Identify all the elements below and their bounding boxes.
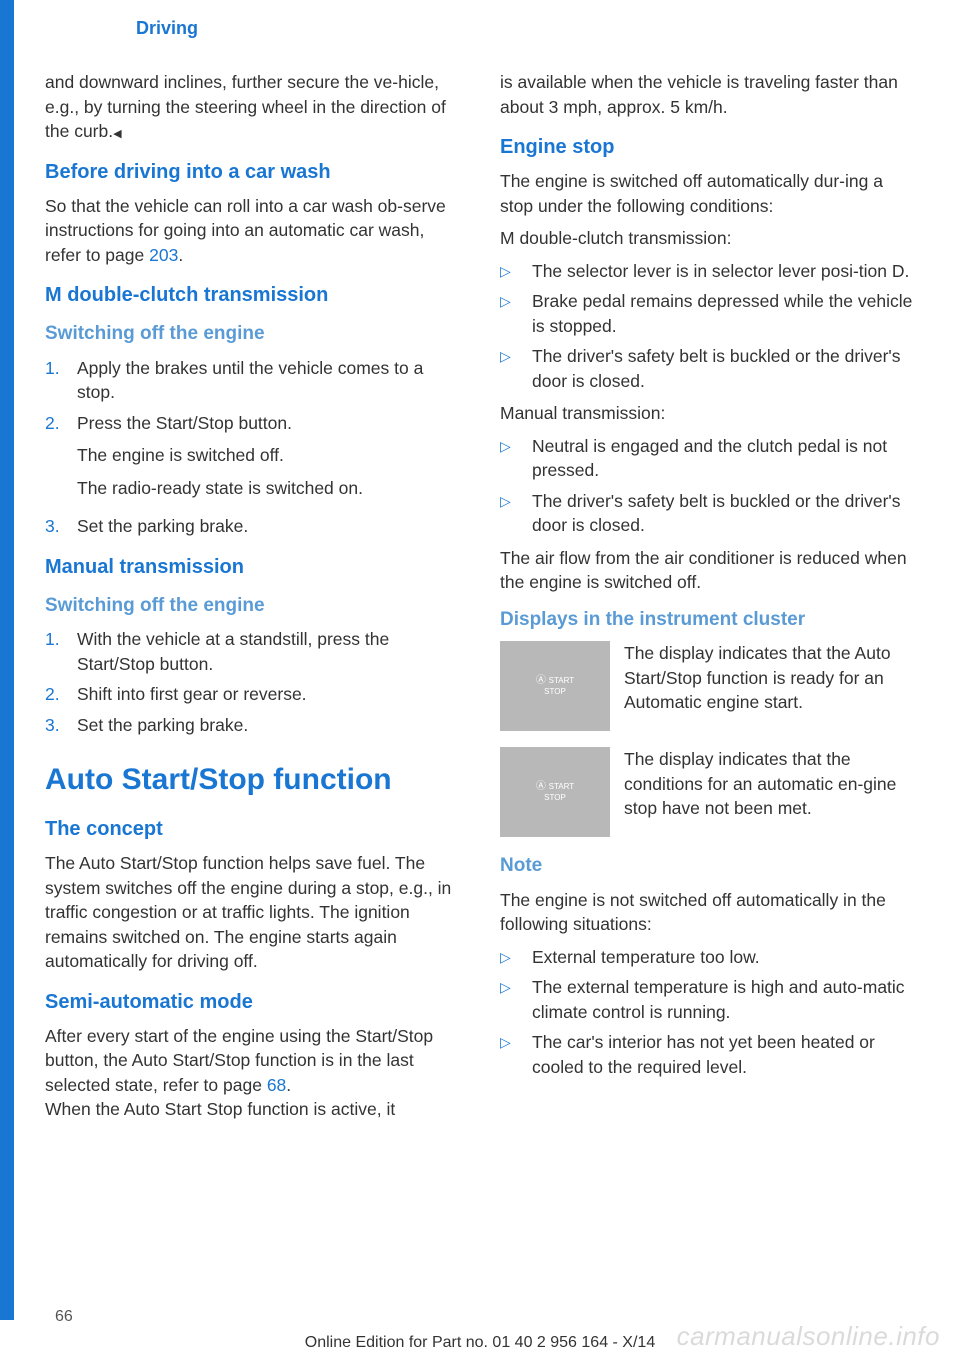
air-flow-para: The air flow from the air conditioner is… — [500, 546, 915, 595]
list-item: ▷ External temperature too low. — [500, 945, 915, 970]
m-dct-label: M double-clutch transmission: — [500, 226, 915, 251]
semi-auto-text-b: . — [286, 1075, 291, 1095]
list-text-b: The engine is switched off. — [77, 443, 460, 468]
list-number: 3. — [45, 713, 77, 738]
list-text: The driver's safety belt is buckled or t… — [532, 344, 915, 393]
display-text-1: The display indicates that the Auto Star… — [624, 641, 915, 731]
manual-label: Manual transmission: — [500, 401, 915, 426]
list-item: 1. With the vehicle at a standstill, pre… — [45, 627, 460, 676]
semi-auto-text-a: After every start of the engine using th… — [45, 1026, 433, 1095]
intro-para: and downward inclines, further secure th… — [45, 70, 460, 144]
content-area: and downward inclines, further secure th… — [45, 70, 915, 1130]
list-number: 2. — [45, 411, 77, 509]
list-text-c: The radio-ready state is switched on. — [77, 476, 460, 501]
triangle-bullet-icon: ▷ — [500, 289, 532, 338]
list-item: ▷ The external temperature is high and a… — [500, 975, 915, 1024]
subheading-switch-off-1: Switching off the engine — [45, 321, 460, 348]
end-arrow-icon — [113, 121, 121, 141]
note-para: The engine is not switched off automatic… — [500, 888, 915, 937]
list-text: Set the parking brake. — [77, 514, 460, 539]
list-text: With the vehicle at a standstill, press … — [77, 627, 460, 676]
list-number: 2. — [45, 682, 77, 707]
page-link-68[interactable]: 68 — [267, 1075, 286, 1095]
list-item: 3. Set the parking brake. — [45, 514, 460, 539]
list-item: 2. Shift into first gear or reverse. — [45, 682, 460, 707]
display-row-2: Ⓐ STARTSTOP The display indicates that t… — [500, 747, 915, 837]
heading-manual-trans: Manual transmission — [45, 553, 460, 581]
heading-note: Note — [500, 853, 915, 880]
triangle-bullet-icon: ▷ — [500, 1030, 532, 1079]
list-item: ▷ Brake pedal remains depressed while th… — [500, 289, 915, 338]
watermark: carmanualsonline.info — [677, 1321, 940, 1352]
header-section: Driving — [136, 18, 198, 38]
list-item: ▷ The driver's safety belt is buckled or… — [500, 489, 915, 538]
list-item: 3. Set the parking brake. — [45, 713, 460, 738]
list-item: 1. Apply the brakes until the vehicle co… — [45, 356, 460, 405]
list-text: The car's interior has not yet been heat… — [532, 1030, 915, 1079]
triangle-bullet-icon: ▷ — [500, 259, 532, 284]
heading-displays: Displays in the instrument cluster — [500, 607, 915, 634]
triangle-bullet-icon: ▷ — [500, 489, 532, 538]
semi-auto-text-c: When the Auto Start Stop function is act… — [45, 1097, 460, 1122]
list-text: Neutral is engaged and the clutch pedal … — [532, 434, 915, 483]
list-text: The selector lever is in selector lever … — [532, 259, 915, 284]
concept-para: The Auto Start/Stop function helps save … — [45, 851, 460, 974]
left-column: and downward inclines, further secure th… — [45, 70, 460, 1130]
list-text: The external temperature is high and aut… — [532, 975, 915, 1024]
list-item: ▷ The selector lever is in selector leve… — [500, 259, 915, 284]
start-stop-ready-icon: Ⓐ STARTSTOP — [500, 641, 610, 731]
car-wash-para: So that the vehicle can roll into a car … — [45, 194, 460, 268]
list-text: Shift into first gear or reverse. — [77, 682, 460, 707]
intro-para-2: is available when the vehicle is traveli… — [500, 70, 915, 119]
list-text-a: Press the Start/Stop button. — [77, 411, 460, 436]
list-text: Brake pedal remains depressed while the … — [532, 289, 915, 338]
list-item: 2. Press the Start/Stop button. The engi… — [45, 411, 460, 509]
start-stop-notready-icon: Ⓐ STARTSTOP — [500, 747, 610, 837]
subheading-switch-off-2: Switching off the engine — [45, 593, 460, 620]
heading-semi-auto: Semi-automatic mode — [45, 988, 460, 1016]
display-text-2: The display indicates that the condition… — [624, 747, 915, 837]
list-item: ▷ The driver's safety belt is buckled or… — [500, 344, 915, 393]
heading-car-wash: Before driving into a car wash — [45, 158, 460, 186]
engine-stop-para: The engine is switched off automatically… — [500, 169, 915, 218]
list-text: Set the parking brake. — [77, 713, 460, 738]
left-stripe — [0, 0, 14, 1320]
list-item: ▷ The car's interior has not yet been he… — [500, 1030, 915, 1079]
right-column: is available when the vehicle is traveli… — [500, 70, 915, 1130]
triangle-bullet-icon: ▷ — [500, 975, 532, 1024]
heading-auto-start-stop: Auto Start/Stop function — [45, 759, 460, 801]
heading-m-dct: M double-clutch transmission — [45, 281, 460, 309]
list-text: Apply the brakes until the vehicle comes… — [77, 356, 460, 405]
list-number: 1. — [45, 356, 77, 405]
page-header: Controls Driving — [45, 18, 198, 39]
triangle-bullet-icon: ▷ — [500, 344, 532, 393]
header-chapter: Controls — [45, 18, 119, 38]
icon-label: Ⓐ STARTSTOP — [536, 675, 574, 697]
triangle-bullet-icon: ▷ — [500, 945, 532, 970]
list-number: 3. — [45, 514, 77, 539]
list-text: The driver's safety belt is buckled or t… — [532, 489, 915, 538]
triangle-bullet-icon: ▷ — [500, 434, 532, 483]
list-text: Press the Start/Stop button. The engine … — [77, 411, 460, 509]
icon-label: Ⓐ STARTSTOP — [536, 781, 574, 803]
semi-auto-para: After every start of the engine using th… — [45, 1024, 460, 1122]
heading-concept: The concept — [45, 815, 460, 843]
list-text: External temperature too low. — [532, 945, 915, 970]
page-number: 66 — [55, 1308, 73, 1326]
car-wash-text-b: . — [178, 245, 183, 265]
list-number: 1. — [45, 627, 77, 676]
display-row-1: Ⓐ STARTSTOP The display indicates that t… — [500, 641, 915, 731]
list-item: ▷ Neutral is engaged and the clutch peda… — [500, 434, 915, 483]
intro-text: and downward inclines, further secure th… — [45, 72, 446, 141]
heading-engine-stop: Engine stop — [500, 133, 915, 161]
car-wash-text-a: So that the vehicle can roll into a car … — [45, 196, 446, 265]
page-link-203[interactable]: 203 — [149, 245, 178, 265]
